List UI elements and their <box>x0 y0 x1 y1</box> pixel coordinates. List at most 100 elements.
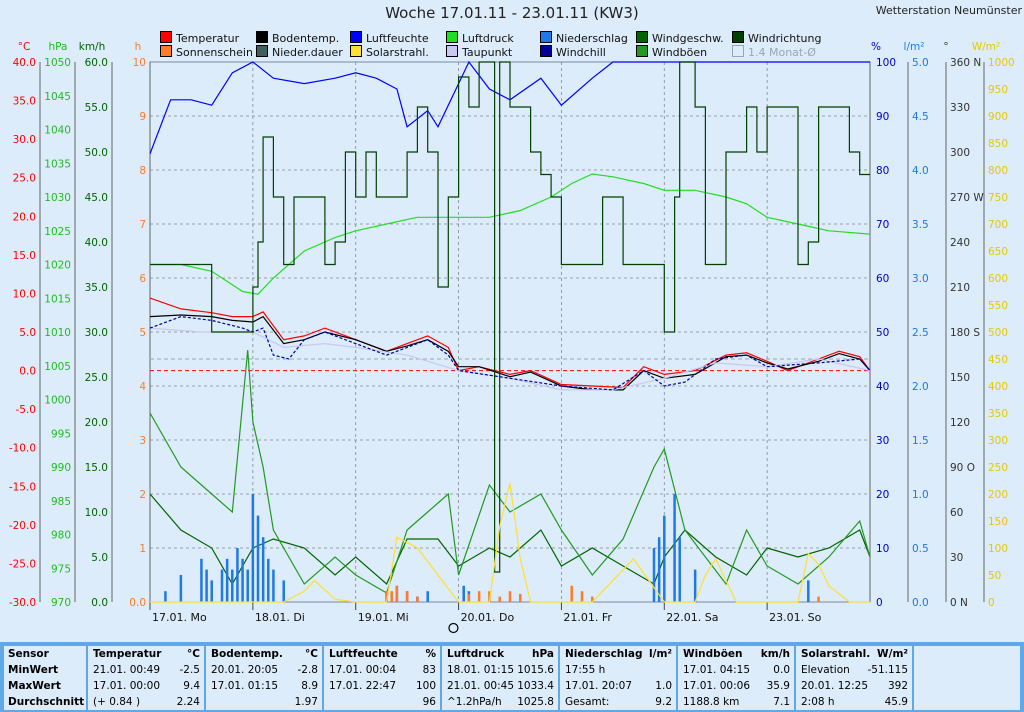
legend-swatch <box>350 45 362 57</box>
series-windb-en <box>149 349 871 594</box>
legend-item-7: Sonnenschein <box>160 45 253 59</box>
stats-cell-value: 35.9 <box>766 680 790 692</box>
legend-label: Temperatur <box>176 32 240 45</box>
legend-item-2: Luftfeuchte <box>350 31 429 45</box>
legend-label: Windrichtung <box>748 32 822 45</box>
stats-cell-time: ^1.2hPa/h <box>447 696 502 708</box>
tick-label-humidity: 20 <box>876 489 889 501</box>
tick-label-wind: 60.0 <box>85 57 108 69</box>
tick-label-pressure: 1035 <box>44 158 71 170</box>
legend-label: Luftdruck <box>462 32 514 45</box>
series-windchill <box>149 315 871 391</box>
tick-label-temp: 40.0 <box>13 57 36 69</box>
stats-row: 17.01. 00:06 35.9 <box>678 678 794 694</box>
tick-label-solar: 250 <box>988 462 1008 474</box>
tick-label-solar: 450 <box>988 354 1008 366</box>
tick-label-temp: -25.0 <box>9 558 36 570</box>
stats-row: 17.01. 01:15 8.9 <box>206 678 322 694</box>
tick-label-rain: 2.0 <box>912 381 929 393</box>
tick-label-rain: 2.5 <box>912 327 929 339</box>
series-niederschlag-bar <box>462 585 465 602</box>
legend-item-6: Windrichtung <box>732 31 821 45</box>
series-niederschlag-bar <box>205 569 208 602</box>
tick-label-pressure: 1045 <box>44 91 71 103</box>
x-tick-label: 23.01. So <box>769 611 821 624</box>
tick-label-solar: 500 <box>988 327 1008 339</box>
tick-label-solar: 850 <box>988 138 1008 150</box>
stats-header-unit: % <box>425 648 436 660</box>
stats-row: 17.01. 00:04 83 <box>324 662 440 678</box>
tick-label-hours: 7 <box>139 219 146 231</box>
tick-label-direction: 180 S <box>950 327 980 339</box>
stats-header-name: Niederschlag <box>565 648 643 660</box>
stats-row: 21.01. 00:45 1033.4 <box>442 678 558 694</box>
legend-swatch <box>446 45 458 57</box>
series-niederschlag-bar <box>282 580 285 602</box>
legend-swatch <box>732 31 744 43</box>
tick-label-temp: -30.0 <box>9 597 36 609</box>
stats-cell-time: Gesamt: <box>565 696 610 708</box>
tick-label-pressure: 970 <box>51 597 71 609</box>
series-niederschlag-bar <box>179 575 183 602</box>
series-sonnenschein-bar <box>385 591 388 602</box>
stats-header-row: Solarstrahl. W/m² <box>796 646 912 662</box>
tick-label-temp: 25.0 <box>13 173 36 185</box>
series-niederschlag-bar <box>256 515 260 602</box>
x-tick-label: 17.01. Mo <box>152 611 207 624</box>
legend-swatch <box>446 31 458 43</box>
series-niederschlag-bar <box>220 569 224 602</box>
stats-cell-time: 17.01. 20:07 <box>565 680 632 692</box>
tick-label-temp: -5.0 <box>16 404 37 416</box>
tick-label-humidity: 10 <box>876 543 889 555</box>
stats-cell-value: 1015.6 <box>517 664 554 676</box>
tick-label-solar: 900 <box>988 111 1008 123</box>
tick-label-temp: 30.0 <box>13 134 36 146</box>
stats-header-row: Temperatur °C <box>88 646 204 662</box>
stats-row: Elevation -51.115 <box>796 662 912 678</box>
stats-label-sensor: Sensor <box>8 648 49 660</box>
stats-row: 17.01. 22:47 100 <box>324 678 440 694</box>
stats-row: 1188.8 km 7.1 <box>678 694 794 710</box>
stats-row-labels: Sensor MinWert MaxWert Durchschnitt <box>4 646 86 710</box>
tick-label-pressure: 1005 <box>44 361 71 373</box>
series-sonnenschein-bar <box>405 591 409 602</box>
tick-label-rain: 3.5 <box>912 219 929 231</box>
tick-label-direction: 90 O <box>950 462 975 474</box>
x-tick-label: 21.01. Fr <box>563 611 612 624</box>
series-niederschlag-bar <box>200 558 203 602</box>
series-niederschlag-bar <box>673 494 676 602</box>
series-niederschlag-bar <box>210 580 213 602</box>
stats-cell-time: 1188.8 km <box>683 696 740 708</box>
stats-column-2: Luftfeuchte% 17.01. 00:04 83 17.01. 22:47 10… <box>324 646 440 710</box>
stats-cell-time: 17.01. 22:47 <box>329 680 396 692</box>
tick-label-solar: 50 <box>988 570 1001 582</box>
tick-label-solar: 350 <box>988 408 1008 420</box>
legend-label: Windgeschw. <box>652 32 724 45</box>
tick-label-pressure: 1020 <box>44 260 71 272</box>
stats-row: ^1.2hPa/h 1025.8 <box>442 694 558 710</box>
series-niederschlag-bar <box>663 515 666 602</box>
tick-label-temp: 0.0 <box>19 366 36 378</box>
tick-label-direction: 150 <box>950 372 970 384</box>
series-niederschlag-bar <box>241 558 244 602</box>
tick-label-solar: 400 <box>988 381 1008 393</box>
tick-label-solar: 0 <box>988 597 995 609</box>
stats-column-3: Luftdruck hPa 18.01. 01:15 1015.6 21.01. 00:… <box>442 646 558 710</box>
tick-label-direction: 0 N <box>950 597 968 609</box>
axis-unit-rain: l/m² <box>904 41 925 53</box>
stats-header-unit: W/m² <box>877 648 908 660</box>
stats-empty-column <box>914 646 1020 710</box>
legend-label: 1.4 Monat-Ø <box>748 46 816 59</box>
series-niederschlag-bar <box>272 569 275 602</box>
stats-row: Gesamt: 9.2 <box>560 694 676 710</box>
stats-row: 20.01. 20:05 -2.8 <box>206 662 322 678</box>
tick-label-solar: 600 <box>988 273 1008 285</box>
stats-cell-value: 100 <box>415 680 436 692</box>
legend-swatch <box>636 31 648 43</box>
legend-label: Sonnenschein <box>176 46 253 59</box>
series-taupunkt <box>149 327 871 391</box>
stats-cell-time: (+ 0.84 ) <box>93 696 141 708</box>
stats-cell-value: 7.1 <box>773 696 790 708</box>
stats-cell-value: 8.9 <box>301 680 318 692</box>
tick-label-direction: 270 W <box>950 192 984 204</box>
